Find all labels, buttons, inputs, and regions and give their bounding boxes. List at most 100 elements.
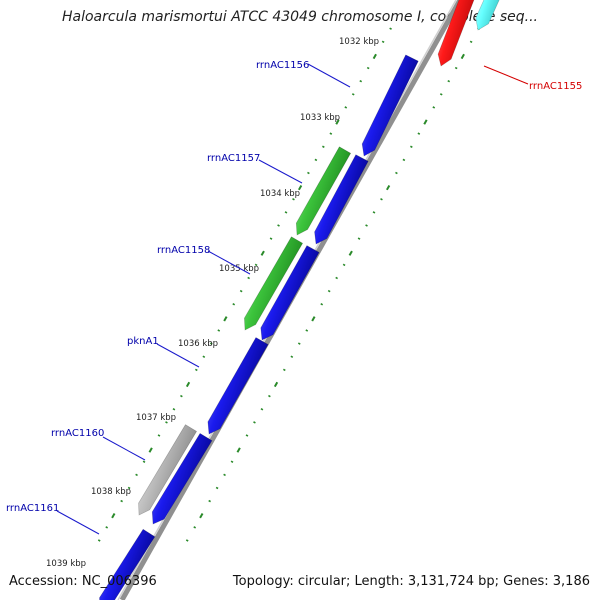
tick-mark bbox=[148, 447, 153, 453]
tick-mark bbox=[282, 368, 286, 372]
tick-mark bbox=[157, 434, 161, 437]
gene-label-rrnAC1155[interactable]: rrnAC1155 bbox=[529, 81, 582, 92]
leader-line bbox=[207, 250, 251, 275]
kbp-label: 1038 kbp bbox=[91, 487, 131, 497]
tick-mark bbox=[142, 460, 146, 463]
leader-line bbox=[307, 63, 351, 88]
gene-gray-1[interactable] bbox=[138, 424, 197, 516]
tick-mark bbox=[395, 171, 398, 175]
tick-mark bbox=[335, 119, 340, 125]
tick-mark bbox=[194, 368, 198, 372]
gene-label-rrnAC1157[interactable]: rrnAC1157 bbox=[207, 153, 260, 164]
tick-track-outer bbox=[97, 27, 392, 542]
kbp-label: 1037 kbp bbox=[136, 413, 176, 423]
tick-mark bbox=[335, 276, 338, 280]
tick-mark bbox=[223, 473, 226, 477]
gene-rrnAC1157[interactable] bbox=[314, 154, 369, 245]
gene-rrnAC1158[interactable] bbox=[260, 245, 320, 341]
tick-mark bbox=[385, 184, 391, 191]
tick-mark bbox=[273, 381, 279, 388]
tick-mark bbox=[365, 224, 368, 227]
tick-mark bbox=[236, 447, 241, 453]
tick-mark bbox=[172, 407, 176, 411]
gene-label-rrnAC1156[interactable]: rrnAC1156 bbox=[256, 60, 309, 71]
tick-mark bbox=[305, 329, 309, 332]
gene-green-2[interactable] bbox=[244, 236, 304, 331]
tick-mark bbox=[268, 394, 271, 398]
tick-mark bbox=[120, 499, 123, 503]
tick-mark bbox=[260, 407, 264, 411]
tick-mark bbox=[245, 434, 249, 437]
tick-mark bbox=[247, 276, 250, 280]
tick-mark bbox=[230, 460, 234, 463]
gene-pknA1[interactable] bbox=[207, 337, 269, 435]
gene-cyan-partial[interactable] bbox=[475, 0, 512, 31]
tick-mark bbox=[297, 184, 303, 191]
tick-mark bbox=[165, 421, 168, 424]
tick-mark bbox=[417, 132, 421, 135]
tick-mark bbox=[209, 342, 213, 345]
tick-mark bbox=[135, 473, 138, 477]
gene-label-rrnAC1160[interactable]: rrnAC1160 bbox=[51, 428, 104, 439]
tick-mark bbox=[239, 289, 243, 293]
tick-track-inner bbox=[185, 27, 480, 542]
tick-mark bbox=[269, 237, 273, 240]
gene-label-rrnAC1158[interactable]: rrnAC1158 bbox=[157, 245, 210, 256]
gene-green-1[interactable] bbox=[295, 146, 352, 236]
tick-mark bbox=[439, 93, 443, 96]
leader-line bbox=[483, 65, 529, 85]
tick-mark bbox=[311, 316, 316, 322]
leader-line bbox=[56, 510, 100, 535]
tick-mark bbox=[447, 79, 451, 83]
tick-mark bbox=[185, 539, 189, 542]
gene-rrnAC1155[interactable] bbox=[437, 0, 484, 67]
tick-mark bbox=[357, 237, 361, 240]
tick-mark bbox=[380, 198, 383, 201]
tick-mark bbox=[342, 263, 346, 267]
leader-line bbox=[258, 159, 303, 184]
tick-mark bbox=[402, 158, 406, 162]
gene-track bbox=[99, 0, 512, 600]
tick-mark bbox=[292, 198, 295, 201]
tick-mark bbox=[351, 93, 355, 96]
kbp-labels: 1032 kbp 1033 kbp 1034 kbp 1035 kbp 1036… bbox=[46, 37, 379, 569]
tick-mark bbox=[105, 526, 109, 529]
tick-mark bbox=[348, 250, 353, 256]
tick-mark bbox=[410, 145, 413, 149]
tick-mark bbox=[423, 119, 428, 125]
tick-mark bbox=[359, 79, 363, 83]
tick-mark bbox=[307, 171, 310, 175]
tick-mark bbox=[185, 381, 191, 388]
gene-label-rrnAC1161[interactable]: rrnAC1161 bbox=[6, 503, 59, 514]
kbp-label: 1034 kbp bbox=[260, 189, 300, 199]
tick-mark bbox=[254, 263, 258, 267]
gene-label-pknA1[interactable]: pknA1 bbox=[127, 336, 159, 347]
tick-mark bbox=[344, 106, 348, 109]
gene-rrnAC1160[interactable] bbox=[151, 432, 213, 525]
tick-mark bbox=[297, 342, 301, 345]
kbp-label: 1039 kbp bbox=[46, 559, 86, 569]
tick-mark bbox=[217, 329, 221, 332]
leader-line bbox=[102, 436, 146, 461]
tick-mark bbox=[389, 27, 392, 30]
tick-mark bbox=[372, 53, 377, 60]
tick-mark bbox=[381, 40, 385, 44]
tick-mark bbox=[97, 539, 101, 542]
tick-mark bbox=[329, 132, 333, 135]
tick-mark bbox=[366, 66, 370, 70]
tick-mark bbox=[322, 145, 325, 149]
tick-mark bbox=[127, 486, 131, 490]
tick-mark bbox=[193, 526, 197, 529]
tick-mark bbox=[199, 513, 204, 519]
gene-labels: rrnAC1155 rrnAC1156 rrnAC1157 rrnAC1158 … bbox=[6, 60, 582, 535]
tick-mark bbox=[223, 316, 228, 322]
kbp-label: 1032 kbp bbox=[339, 37, 379, 47]
tick-mark bbox=[260, 250, 265, 256]
gene-rrnAC1156[interactable] bbox=[361, 54, 419, 157]
tick-mark bbox=[232, 303, 236, 306]
kbp-label: 1036 kbp bbox=[178, 339, 218, 349]
tick-mark bbox=[460, 53, 465, 60]
tick-mark bbox=[454, 66, 458, 70]
